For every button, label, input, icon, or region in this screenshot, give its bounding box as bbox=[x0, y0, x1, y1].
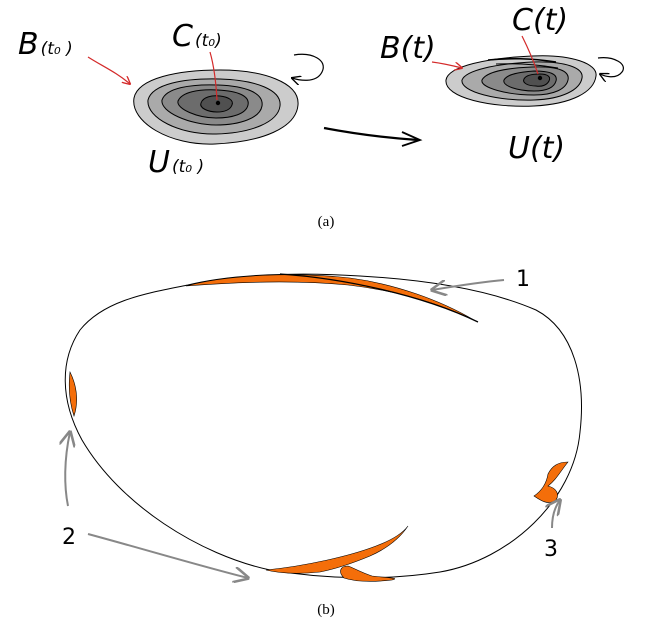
panel-b: 1 2 3 (b) bbox=[62, 267, 582, 618]
u-evolved-label: U(t) bbox=[508, 131, 565, 166]
b-initial-arrow bbox=[87, 56, 130, 84]
center-point-evolved bbox=[537, 75, 543, 81]
filament-top-edge bbox=[279, 273, 479, 323]
panel-a: C (t₀) B (t₀ ) U (t₀ ) C(t) B(t) bbox=[18, 3, 624, 230]
caption-a: (a) bbox=[318, 214, 335, 230]
label-1: 1 bbox=[516, 267, 530, 292]
filament-evolved-2 bbox=[495, 63, 559, 69]
c-initial-label: C (t₀) bbox=[172, 19, 222, 54]
c-evolved-pointer bbox=[521, 35, 539, 75]
rotation-arrow-evolved bbox=[598, 57, 624, 77]
filament-left bbox=[68, 370, 77, 417]
filament-evolved bbox=[487, 57, 557, 63]
level-set-inner-evolved bbox=[523, 73, 551, 87]
filament-bottom bbox=[265, 525, 409, 574]
filament-top bbox=[185, 274, 475, 321]
arrow-1 bbox=[432, 279, 505, 290]
c-evolved-label: C(t) bbox=[512, 3, 568, 38]
filament-bottom-hook bbox=[340, 565, 396, 582]
c-initial-pointer bbox=[209, 51, 218, 101]
arrow-2-right bbox=[87, 533, 248, 578]
arrow-3 bbox=[552, 500, 560, 529]
time-evolution-arrow bbox=[323, 126, 419, 142]
level-sets-initial bbox=[133, 69, 299, 145]
u-initial-label: U (t₀ ) bbox=[148, 145, 204, 180]
b-evolved-arrow bbox=[431, 61, 462, 68]
b-evolved-label: B(t) bbox=[380, 31, 436, 66]
domain-boundary bbox=[64, 273, 582, 579]
center-point-initial bbox=[215, 100, 221, 106]
caption-b: (b) bbox=[317, 602, 335, 618]
filament-right bbox=[533, 461, 569, 503]
arrow-2-up bbox=[65, 432, 70, 507]
level-sets-evolved bbox=[445, 55, 597, 107]
b-initial-label: B (t₀ ) bbox=[18, 27, 73, 62]
label-2: 2 bbox=[62, 525, 76, 550]
label-3: 3 bbox=[544, 537, 558, 562]
time-evolution-arrowhead bbox=[401, 131, 423, 147]
rotation-arrow-initial bbox=[292, 53, 324, 80]
